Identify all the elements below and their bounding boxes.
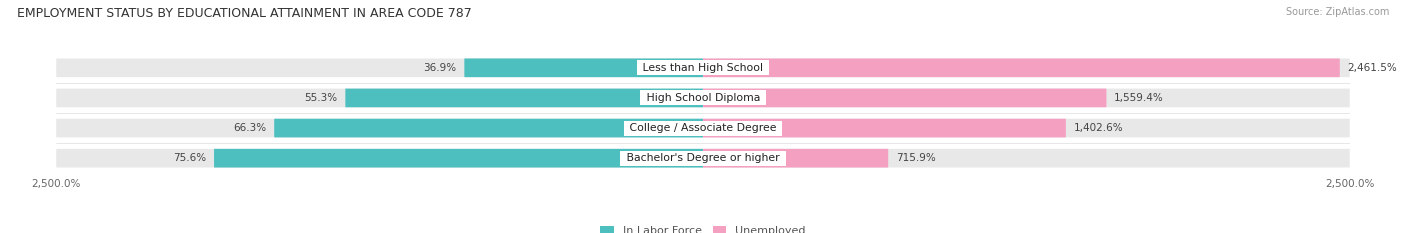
Text: 36.9%: 36.9% — [423, 63, 457, 73]
Text: Source: ZipAtlas.com: Source: ZipAtlas.com — [1285, 7, 1389, 17]
FancyBboxPatch shape — [56, 89, 1350, 107]
Text: 2,461.5%: 2,461.5% — [1347, 63, 1398, 73]
Text: 1,559.4%: 1,559.4% — [1114, 93, 1164, 103]
FancyBboxPatch shape — [703, 119, 1066, 137]
Text: High School Diploma: High School Diploma — [643, 93, 763, 103]
FancyBboxPatch shape — [346, 89, 703, 107]
Text: EMPLOYMENT STATUS BY EDUCATIONAL ATTAINMENT IN AREA CODE 787: EMPLOYMENT STATUS BY EDUCATIONAL ATTAINM… — [17, 7, 471, 20]
Text: Bachelor's Degree or higher: Bachelor's Degree or higher — [623, 153, 783, 163]
FancyBboxPatch shape — [464, 58, 703, 77]
Text: 1,402.6%: 1,402.6% — [1074, 123, 1123, 133]
FancyBboxPatch shape — [56, 119, 1350, 137]
Text: 715.9%: 715.9% — [896, 153, 936, 163]
FancyBboxPatch shape — [214, 149, 703, 168]
Legend: In Labor Force, Unemployed: In Labor Force, Unemployed — [596, 222, 810, 233]
Text: College / Associate Degree: College / Associate Degree — [626, 123, 780, 133]
FancyBboxPatch shape — [703, 149, 889, 168]
FancyBboxPatch shape — [703, 58, 1340, 77]
Text: 55.3%: 55.3% — [305, 93, 337, 103]
Text: 75.6%: 75.6% — [173, 153, 207, 163]
Text: 66.3%: 66.3% — [233, 123, 267, 133]
Text: Less than High School: Less than High School — [640, 63, 766, 73]
FancyBboxPatch shape — [703, 89, 1107, 107]
FancyBboxPatch shape — [274, 119, 703, 137]
FancyBboxPatch shape — [56, 58, 1350, 77]
FancyBboxPatch shape — [56, 149, 1350, 168]
